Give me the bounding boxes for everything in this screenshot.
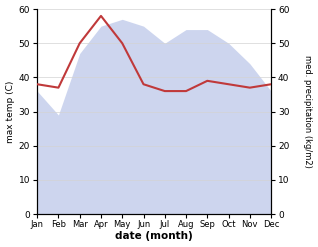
X-axis label: date (month): date (month): [115, 231, 193, 242]
Y-axis label: max temp (C): max temp (C): [5, 80, 15, 143]
Y-axis label: med. precipitation (kg/m2): med. precipitation (kg/m2): [303, 55, 313, 168]
